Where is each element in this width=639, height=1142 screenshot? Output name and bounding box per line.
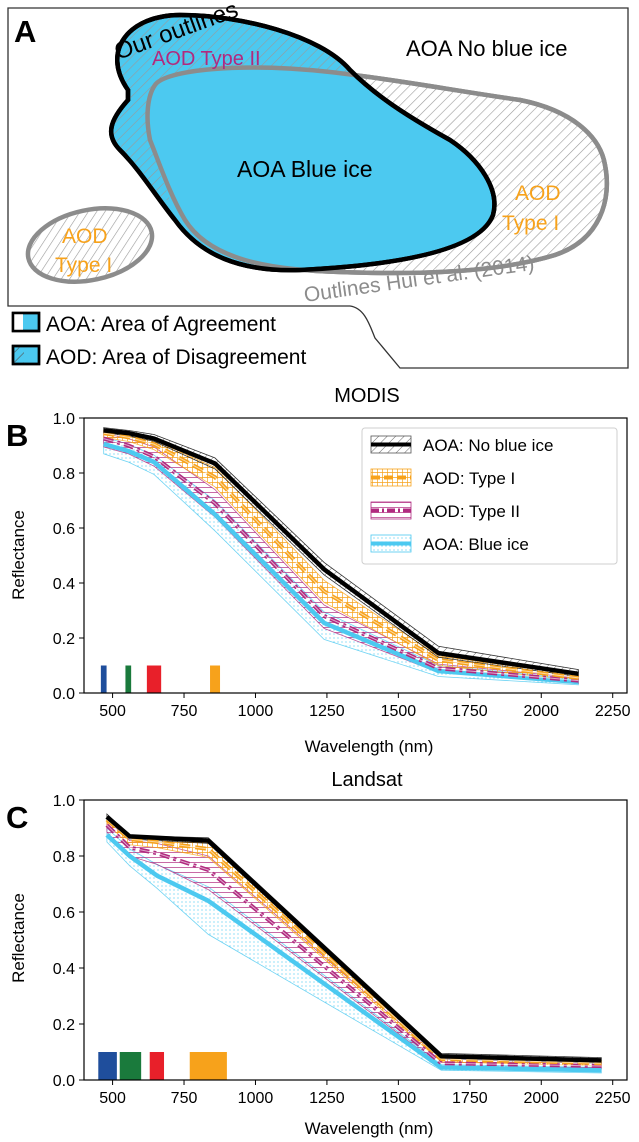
x-tick-label-1: 750: [171, 1090, 198, 1107]
legend-label-blue-ice: AOA: Blue ice: [423, 535, 529, 554]
x-tick-label-4: 1500: [381, 703, 417, 720]
x-tick-label-7: 2250: [595, 703, 631, 720]
label-aoa-blue-ice: AOA Blue ice: [237, 156, 373, 182]
panel-b-letter: B: [6, 418, 28, 453]
panel-b-title: MODIS: [334, 385, 400, 407]
y-tick-label-0: 0.0: [53, 1073, 75, 1090]
x-tick-label-2: 1000: [238, 703, 274, 720]
panel-b: B MODIS Wavelength (nm) Reflectance 500 7…: [6, 385, 631, 756]
x-tick-label-0: 500: [99, 703, 126, 720]
y-tick-label-5: 1.0: [53, 411, 75, 428]
series-line-0: [103, 428, 579, 677]
series-highlight-1: [103, 432, 579, 679]
label-aod-type1-right-2: Type I: [502, 212, 559, 235]
panel-c: C Landsat Wavelength (nm) Reflectance 50…: [6, 769, 631, 1138]
series-line-0: [105, 815, 602, 1063]
panel-b-legend: AOA: No blue ice AOD: Type I AOD: Type I…: [361, 427, 618, 565]
label-aoa-no-blue-ice: AOA No blue ice: [406, 36, 567, 61]
y-tick-label-2: 0.4: [53, 961, 75, 978]
series-band-2: [106, 818, 602, 1070]
band-marker-1: [125, 665, 132, 693]
legend-aoa-label: AOA: Area of Agreement: [46, 313, 276, 336]
aod-type2-region: [111, 15, 370, 200]
legend-label-type2: AOD: Type II: [423, 502, 520, 521]
x-tick-label-4: 1500: [381, 1090, 417, 1107]
x-tick-label-2: 1000: [238, 1090, 274, 1107]
label-aod-type2: AOD Type II: [152, 48, 261, 70]
legend-label-no-blue-ice: AOA: No blue ice: [423, 436, 553, 455]
panel-b-plot: 500 750 1000 1250 1500 1750 2000 2250 0.0 0.2 0.4 0…: [53, 411, 631, 720]
y-tick-label-4: 0.8: [53, 849, 75, 866]
series-line-3: [103, 441, 579, 685]
y-tick-label-2: 0.4: [53, 576, 75, 593]
panel-a-legend: AOA: Area of Agreement AOD: Area of Disa…: [11, 311, 306, 369]
x-tick-label-5: 1750: [452, 703, 488, 720]
x-tick-label-6: 2000: [523, 1090, 559, 1107]
hui-outline-small: [25, 206, 155, 284]
y-tick-label-5: 1.0: [53, 793, 75, 810]
band-marker-3: [210, 665, 221, 693]
label-aod-type1-left-2: Type I: [55, 254, 112, 277]
series-highlight-2: [103, 438, 579, 682]
band-marker-0: [100, 665, 107, 693]
y-tick-label-3: 0.6: [53, 521, 75, 538]
x-tick-label-7: 2250: [595, 1090, 631, 1107]
legend-label-type1: AOD: Type I: [423, 469, 515, 488]
y-tick-label-1: 0.2: [53, 1017, 75, 1034]
x-tick-label-3: 1250: [309, 703, 345, 720]
legend-aod-label: AOD: Area of Disagreement: [46, 346, 306, 369]
panel-c-title: Landsat: [331, 769, 403, 791]
band-marker-1: [119, 1052, 142, 1080]
label-aod-type1-left-1: AOD: [62, 225, 108, 248]
legend-box: [361, 427, 618, 565]
y-tick-label-1: 0.2: [53, 631, 75, 648]
panel-c-xlabel: Wavelength (nm): [305, 1119, 434, 1138]
x-tick-label-3: 1250: [309, 1090, 345, 1107]
band-marker-0: [98, 1052, 117, 1080]
y-tick-label-3: 0.6: [53, 905, 75, 922]
our-outline-overlay: [108, 12, 497, 273]
panel-b-xlabel: Wavelength (nm): [305, 737, 434, 756]
y-tick-label-0: 0.0: [53, 686, 75, 703]
band-marker-2: [146, 665, 162, 693]
panel-a-letter: A: [14, 14, 36, 49]
band-marker-3: [189, 1052, 227, 1080]
panel-a: A Our outlines AOD Type II AOA No blue i…: [7, 0, 629, 369]
axes-frame: [83, 417, 628, 694]
panel-c-ylabel: Reflectance: [9, 893, 28, 983]
panel-b-ylabel: Reflectance: [9, 510, 28, 600]
x-tick-label-5: 1750: [452, 1090, 488, 1107]
x-tick-label-6: 2000: [523, 703, 559, 720]
axes-frame: [83, 799, 628, 1081]
y-tick-label-4: 0.8: [53, 466, 75, 483]
series-line-3: [105, 833, 602, 1073]
x-tick-label-0: 500: [99, 1090, 126, 1107]
band-marker-2: [149, 1052, 165, 1080]
series-highlight-2: [106, 824, 602, 1067]
panel-c-plot: 500 750 1000 1250 1500 1750 2000 2250 0.0 0.2 0.4 0…: [53, 793, 631, 1107]
x-tick-label-1: 750: [171, 703, 198, 720]
panel-c-letter: C: [6, 800, 28, 835]
label-aod-type1-right-1: AOD: [515, 182, 561, 205]
